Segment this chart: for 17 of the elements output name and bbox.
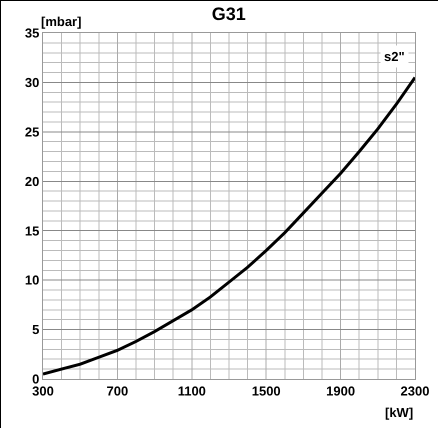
- y-tick-label: 30: [24, 74, 40, 90]
- x-axis-title: [kW]: [385, 405, 414, 420]
- chart-title: G31: [212, 4, 246, 24]
- y-tick-label: 5: [32, 322, 40, 338]
- y-tick-label: 10: [24, 272, 40, 288]
- y-tick-label: 20: [24, 174, 40, 189]
- y-tick-label: 25: [24, 124, 40, 140]
- series-label: s2": [384, 49, 405, 64]
- y-tick-label: 35: [24, 26, 40, 41]
- x-tick-label: 1100: [178, 384, 206, 399]
- x-tick-label: 2300: [400, 384, 430, 399]
- y-axis-title: [mbar]: [41, 14, 82, 29]
- x-tick-label: 1500: [252, 384, 281, 399]
- x-tick-label: 1900: [326, 384, 356, 399]
- y-tick-label: 15: [24, 223, 40, 238]
- line-series: [43, 76, 415, 376]
- x-tick-label: 700: [106, 384, 128, 399]
